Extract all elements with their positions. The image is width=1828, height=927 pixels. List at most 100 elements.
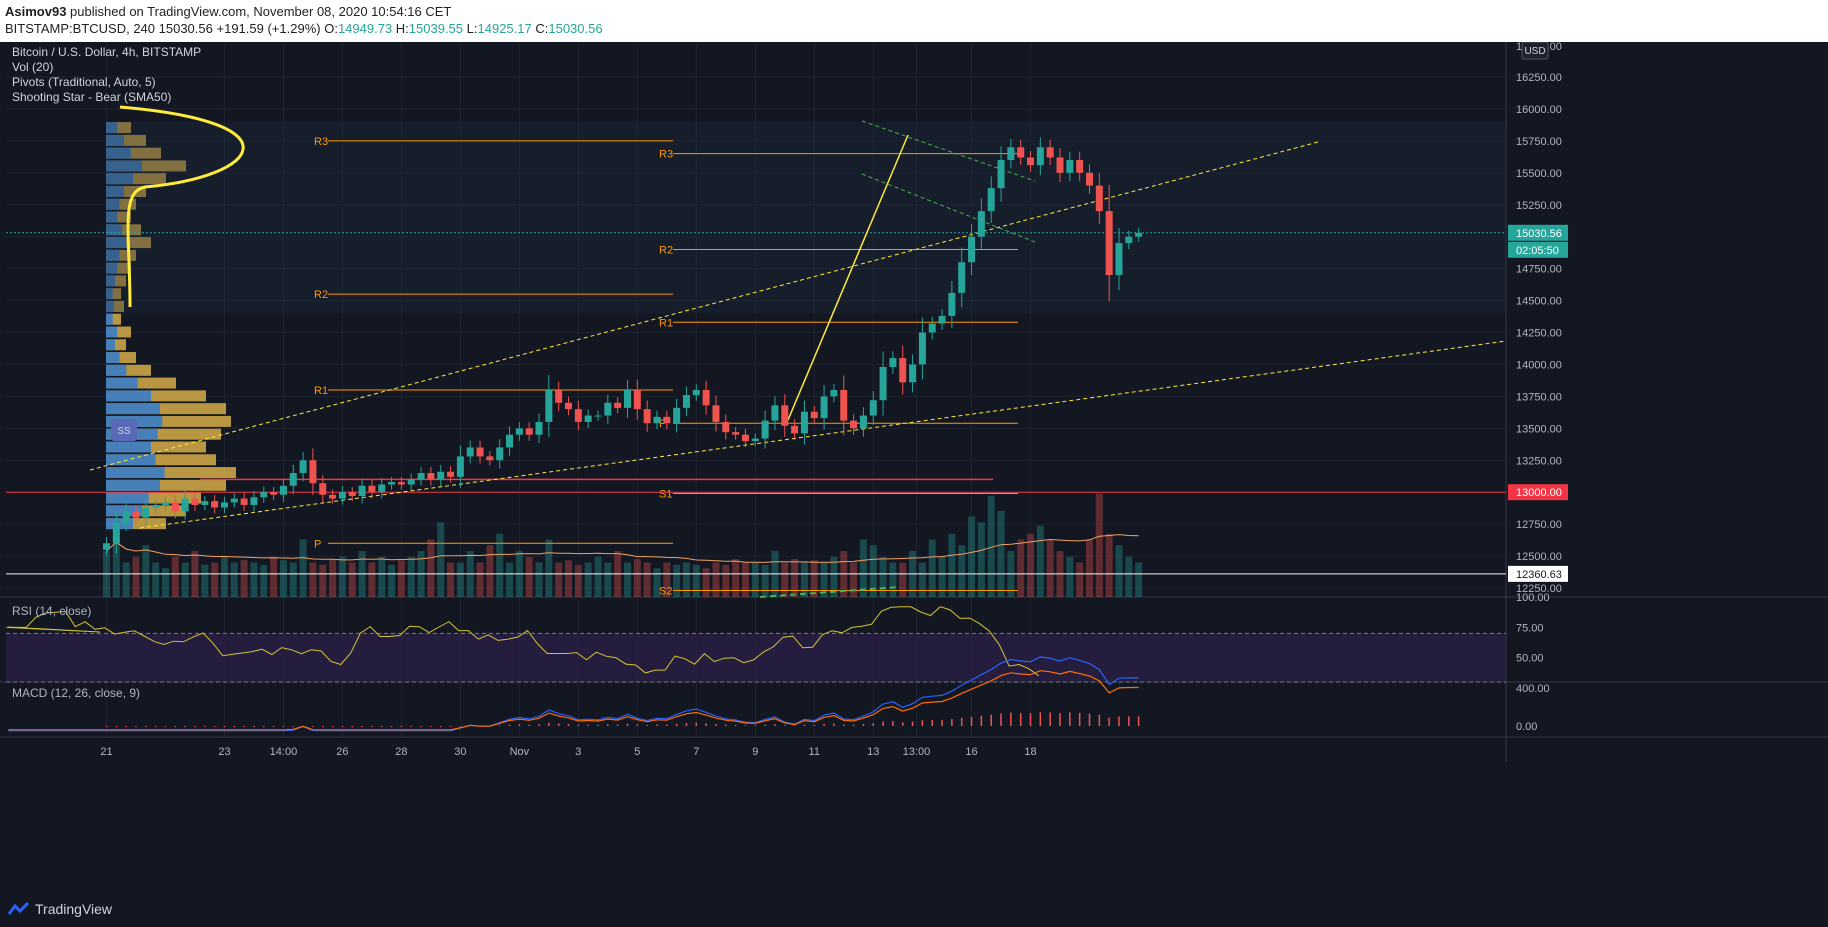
volume-bar: [496, 533, 504, 597]
profile-bar-down: [106, 492, 149, 504]
volume-bar: [555, 562, 563, 597]
volume-bar: [791, 559, 799, 597]
time-tick-label: 16: [965, 746, 977, 758]
profile-bar-down: [106, 467, 165, 479]
volume-bar: [338, 556, 346, 597]
grid: [0, 42, 1828, 762]
open-value: 14949.73: [337, 21, 393, 36]
profile-bar-up: [106, 403, 226, 415]
time-tick-label: 21: [100, 746, 112, 758]
volume-bar: [230, 562, 238, 597]
candle-body: [1066, 160, 1074, 173]
candle-body: [496, 447, 504, 461]
volume-bar: [820, 562, 828, 597]
candle-body: [909, 364, 917, 383]
profile-bar-down: [106, 224, 122, 236]
time-tick-label: 13: [867, 746, 879, 758]
candle-body: [103, 543, 110, 550]
price-axis: 12250.00 12500.00 12750.00 13000.00 13250.00…: [1508, 42, 1568, 733]
volume-bar: [378, 556, 386, 597]
volume-bar: [594, 556, 602, 597]
candle-body: [456, 456, 464, 477]
candle-body: [171, 502, 179, 512]
volume-bar: [1027, 533, 1035, 597]
candle-body: [791, 425, 799, 434]
profile-bar-down: [106, 211, 118, 223]
last-price: 15030.56: [158, 21, 213, 36]
price-tick-label: 15500.00: [1516, 168, 1562, 180]
profile-bar-down: [106, 237, 127, 249]
profile-bar-up: [106, 479, 226, 491]
candle-body: [1105, 211, 1113, 276]
candle-body: [722, 421, 730, 433]
profile-bar-down: [106, 441, 151, 453]
candle-body: [348, 492, 356, 497]
author: Asimov93: [5, 4, 67, 19]
candle-body: [948, 292, 956, 316]
volume-bar: [751, 562, 759, 597]
price-tick-label: 14250.00: [1516, 328, 1562, 340]
close-value: 15030.56: [548, 21, 603, 36]
header: Asimov93 published on TradingView.com, N…: [0, 0, 1828, 42]
volume-bar: [633, 559, 641, 597]
candle-body: [751, 438, 759, 442]
volume-bar: [456, 562, 464, 597]
price-tick-label: 14750.00: [1516, 264, 1562, 276]
pivot-label: R2: [314, 289, 328, 301]
candle-body: [230, 498, 238, 503]
candle-body: [702, 389, 710, 406]
candle-body: [506, 434, 514, 448]
profile-bar-down: [106, 352, 120, 364]
profile-bar-down: [106, 300, 115, 312]
profile-bar-up: [106, 339, 126, 351]
time-tick-label: 3: [575, 746, 581, 758]
profile-bar-up: [106, 198, 136, 210]
profile-bar-up: [106, 147, 161, 159]
price-tick-label: 14000.00: [1516, 359, 1562, 371]
profile-bar-down: [106, 313, 113, 325]
candle-body: [692, 389, 700, 396]
signal-line: [8, 670, 1139, 731]
profile-bar-up: [106, 211, 131, 223]
volume-bar: [889, 562, 897, 597]
rsi-line: [6, 606, 1039, 677]
volume-bar: [250, 562, 258, 597]
profile-bar-up: [106, 300, 124, 312]
volume-bar: [211, 562, 219, 597]
legend-item: Bitcoin / U.S. Dollar, 4h, BITSTAMP: [12, 45, 201, 59]
price-tag-13000: [1508, 484, 1568, 501]
candle-body: [338, 492, 346, 499]
volume-bar: [987, 495, 995, 597]
price-tick-label: 14500.00: [1516, 296, 1562, 308]
volume-bar: [761, 564, 769, 597]
time-tick-label: 11: [809, 746, 820, 758]
volume-bar: [270, 556, 278, 597]
volume-bar: [319, 564, 327, 597]
price-tick-label: 12250.00: [1516, 583, 1562, 595]
pivot-label: R2: [659, 244, 673, 256]
candle-body: [240, 498, 248, 505]
volume-bar: [938, 556, 946, 597]
candle-body: [761, 420, 769, 439]
volume-bar: [220, 556, 228, 597]
candle-body: [899, 358, 907, 383]
candle-body: [1056, 157, 1064, 173]
candle-body: [1046, 147, 1054, 158]
profile-bar-up: [106, 122, 131, 134]
time-tick-label: 30: [454, 746, 466, 758]
candle-body: [682, 395, 690, 408]
time-tick-label: 7: [693, 746, 699, 758]
candle-body: [132, 511, 140, 518]
candle-body: [181, 498, 189, 512]
volume-bar: [1086, 539, 1093, 597]
footer: [0, 885, 1828, 927]
chart-canvas[interactable]: R3 R2 R1 P R3 R2 R1 P S1 S2 SS RSI (14, close) MA…: [0, 42, 1828, 885]
candle-body: [1086, 172, 1093, 186]
profile-bar-up: [106, 288, 121, 300]
candle-body: [584, 415, 592, 422]
publish-info: Asimov93 published on TradingView.com, N…: [5, 4, 451, 19]
volume-bar: [476, 562, 484, 597]
volume-bar: [879, 556, 887, 597]
candle-body: [1007, 147, 1015, 161]
candle-body: [918, 332, 926, 365]
